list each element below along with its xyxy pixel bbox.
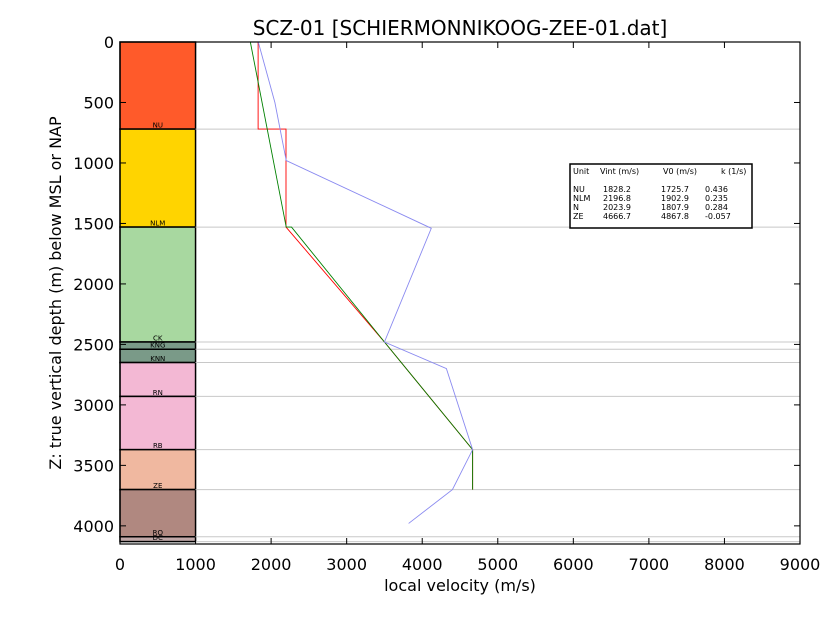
series-line-0 <box>257 42 474 490</box>
unit-label: RO <box>153 529 164 537</box>
y-tick-label: 2000 <box>73 275 114 294</box>
x-tick-label: 7000 <box>629 555 670 574</box>
x-tick-label: 6000 <box>553 555 594 574</box>
unit-block-ze <box>119 448 197 491</box>
legend-header-unit: Unit <box>573 167 589 176</box>
y-tick-label: 3000 <box>73 396 114 415</box>
x-tick-label: 2000 <box>251 555 292 574</box>
unit-label: NLM <box>150 220 165 228</box>
unit-label: RB <box>153 442 163 450</box>
unit-label: DC <box>153 534 163 542</box>
y-tick-label: 2500 <box>73 335 114 354</box>
y-axis-ticks: 0 500 1000 1500 2000 2500 3000 3500 4000 <box>73 33 800 536</box>
unit-block-nu <box>119 41 197 130</box>
unit-block-ck <box>119 226 197 343</box>
legend-box <box>569 163 753 229</box>
unit-label: CK <box>153 334 163 342</box>
velocity-series <box>249 41 474 524</box>
legend-cell: 2023.9 <box>603 203 631 212</box>
legend-header-v0: V0 (m/s) <box>663 167 697 176</box>
x-axis-ticks: 0 1000 2000 3000 4000 5000 6000 7000 8000 9000 <box>115 42 820 574</box>
y-axis-label: Z: true vertical depth (m) below MSL or … <box>46 116 65 470</box>
legend-header-k: k (1/s) <box>721 167 746 176</box>
legend-cell: -0.057 <box>705 212 731 221</box>
legend-cell: 1902.9 <box>661 194 689 203</box>
legend-header-vint: Vint (m/s) <box>600 167 639 176</box>
legend-table: Unit Vint (m/s) V0 (m/s) k (1/s) NU 1828.… <box>569 163 753 229</box>
legend-cell: N <box>573 203 579 212</box>
unit-block-nlm <box>119 128 197 228</box>
legend-cell: 0.284 <box>705 203 728 212</box>
x-tick-label: 1000 <box>175 555 216 574</box>
legend-cell: 0.436 <box>705 185 728 194</box>
unit-block-rn <box>119 361 197 398</box>
unit-label: KNG <box>150 342 165 350</box>
x-tick-label: 9000 <box>780 555 821 574</box>
series-line-1 <box>249 41 474 490</box>
legend-cell: 0.235 <box>705 194 728 203</box>
x-tick-label: 3000 <box>326 555 367 574</box>
legend-cell: 1828.2 <box>603 185 631 194</box>
legend-cell: NLM <box>573 194 590 203</box>
x-tick-label: 5000 <box>477 555 518 574</box>
y-tick-label: 1000 <box>73 154 114 173</box>
unit-label: RN <box>153 389 163 397</box>
boundary-gridlines <box>195 128 800 543</box>
y-tick-label: 1500 <box>73 214 114 233</box>
legend-cell: ZE <box>573 212 584 221</box>
unit-label: NU <box>153 122 163 130</box>
x-axis-label: local velocity (m/s) <box>384 576 536 595</box>
y-tick-label: 4000 <box>73 517 114 536</box>
x-tick-label: 4000 <box>402 555 443 574</box>
legend-rows: NU 1828.2 1725.7 0.436 NLM 2196.8 1902.9 0.235 N… <box>573 185 731 221</box>
chart-title: SCZ-01 [SCHIERMONNIKOOG-ZEE-01.dat] <box>253 16 668 40</box>
y-tick-label: 500 <box>83 93 114 112</box>
x-tick-label: 8000 <box>704 555 745 574</box>
unit-block-rb <box>119 395 197 451</box>
plot-frame <box>119 41 801 545</box>
legend-cell: 4666.7 <box>603 212 631 221</box>
series-line-2 <box>257 41 474 524</box>
legend-cell: 4867.8 <box>661 212 689 221</box>
legend-cell: 1807.9 <box>661 203 689 212</box>
legend-cell: 2196.8 <box>603 194 631 203</box>
legend-cell: 1725.7 <box>661 185 689 194</box>
unit-label: KNN <box>150 355 165 363</box>
x-tick-label: 0 <box>115 555 125 574</box>
y-tick-label: 3500 <box>73 456 114 475</box>
legend-cell: NU <box>573 185 585 194</box>
y-tick-label: 0 <box>104 33 114 52</box>
unit-label: ZE <box>153 482 162 490</box>
